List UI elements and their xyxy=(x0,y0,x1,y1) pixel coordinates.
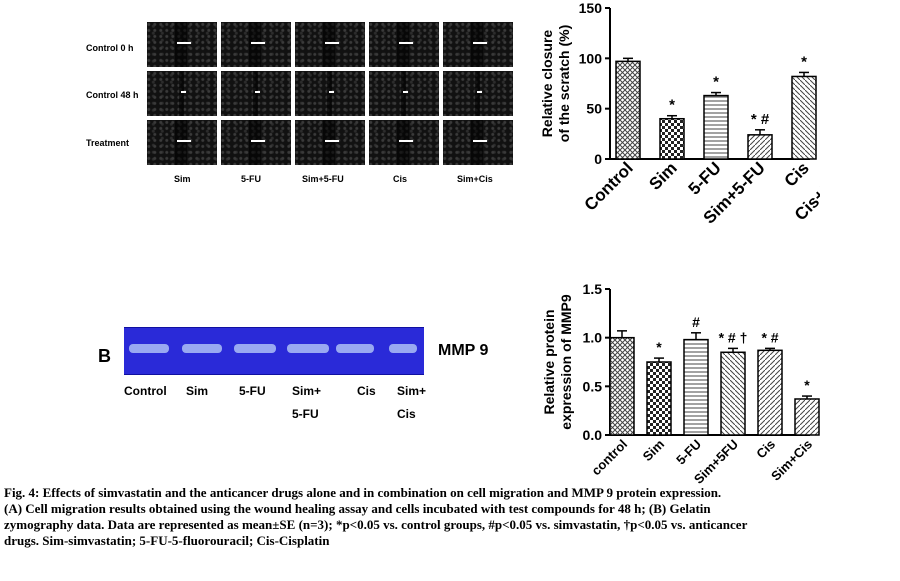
significance-marker: * # † xyxy=(719,329,748,345)
micrograph-tile xyxy=(295,22,365,67)
x-tick-label: Sim xyxy=(645,158,680,193)
micrograph-tile xyxy=(221,71,291,116)
y-tick-label: 50 xyxy=(586,101,602,117)
caption-line: Fig. 4: Effects of simvastatin and the a… xyxy=(4,485,722,500)
row-label-control-0h: Control 0 h xyxy=(86,43,134,53)
micrograph-tile xyxy=(443,71,513,116)
gel-lane-label: 5-FU xyxy=(292,407,319,421)
caption-line: drugs. Sim-simvastatin; 5-FU-5-fluoroura… xyxy=(4,533,330,548)
micrograph-tile xyxy=(295,120,365,165)
gel-lane-label: Control xyxy=(124,384,167,398)
gel-band xyxy=(129,344,169,353)
row-label-control-48h: Control 48 h xyxy=(86,90,139,100)
significance-marker: * xyxy=(656,339,662,355)
gel-band xyxy=(336,344,374,353)
micrograph-tile xyxy=(221,120,291,165)
x-tick-label: 5-FU xyxy=(685,158,725,198)
y-tick-label: 100 xyxy=(579,50,603,66)
col-label-sim-5fu: Sim+5-FU xyxy=(302,174,344,184)
micrograph-tile xyxy=(295,71,365,116)
micrograph-tile xyxy=(147,120,217,165)
col-label-5fu: 5-FU xyxy=(241,174,261,184)
x-tick-label: 5-FU xyxy=(673,437,704,468)
zymography-gel xyxy=(124,327,424,375)
gel-lane-label: Cis xyxy=(397,407,416,421)
gel-marker-label: MMP 9 xyxy=(438,342,489,359)
y-axis-label: of the scratch (%) xyxy=(556,25,572,142)
micrograph-tile xyxy=(443,22,513,67)
significance-marker: * xyxy=(801,53,807,70)
bar xyxy=(791,75,817,160)
bar xyxy=(646,361,672,436)
significance-marker: * xyxy=(804,377,810,393)
significance-marker: * xyxy=(713,74,719,91)
col-label-cis: Cis xyxy=(393,174,408,184)
col-label-sim: Sim xyxy=(174,174,191,184)
gel-lane-label: Sim xyxy=(186,384,209,398)
gel-band xyxy=(234,344,276,353)
gel-band xyxy=(182,344,222,353)
y-tick-label: 1.0 xyxy=(583,330,603,346)
col-label-sim-cis: Sim+Cis xyxy=(457,174,493,184)
gel-lane-label: Cis xyxy=(357,384,376,398)
bar xyxy=(659,117,685,160)
chart-scratch-closure: 0 50 100 150 Relative closure of the scratch … xyxy=(539,0,820,228)
significance-marker: * xyxy=(669,97,675,114)
x-tick-label: Cis xyxy=(781,158,813,190)
y-tick-label: 1.5 xyxy=(583,281,603,297)
y-axis-label: Relative protein xyxy=(541,309,557,414)
micrograph-tile xyxy=(369,120,439,165)
figure-caption: Fig. 4: Effects of simvastatin and the a… xyxy=(4,485,896,549)
chart-mmp9-expression: 0.0 0.5 1.0 1.5 Relative protein expression o… xyxy=(541,281,820,487)
gel-lane-label: 5-FU xyxy=(239,384,266,398)
y-tick-label: 0 xyxy=(594,151,602,167)
significance-marker: * # xyxy=(751,111,770,128)
significance-marker: * # xyxy=(761,329,778,345)
y-tick-label: 150 xyxy=(579,0,603,16)
bar xyxy=(720,351,746,436)
bar xyxy=(615,60,641,160)
bar xyxy=(703,94,729,160)
row-label-treatment: Treatment xyxy=(86,138,130,148)
bar xyxy=(683,338,709,436)
x-tick-label: Sim xyxy=(640,437,667,464)
caption-line: zymography data. Data are represented as… xyxy=(4,517,748,532)
micrograph-tile xyxy=(147,71,217,116)
caption-line: (A) Cell migration results obtained usin… xyxy=(4,501,711,516)
y-tick-label: 0.5 xyxy=(583,378,603,394)
micrograph-grid xyxy=(147,22,513,166)
significance-marker: # xyxy=(692,314,700,330)
x-tick-label: Sim+Cis xyxy=(768,437,815,484)
gel-lane-label: Sim+ xyxy=(397,384,427,398)
bar xyxy=(609,336,635,436)
gel-band xyxy=(389,344,417,353)
gel-lane-label: Sim+ xyxy=(292,384,322,398)
gel-band xyxy=(287,344,329,353)
y-axis-label: expression of MMP9 xyxy=(558,294,574,430)
panel-b-label: B xyxy=(98,346,111,366)
x-tick-label: Control xyxy=(581,158,637,214)
micrograph-tile xyxy=(221,22,291,67)
x-tick-label: Cis xyxy=(753,437,778,462)
y-tick-label: 0.0 xyxy=(583,427,603,443)
bar xyxy=(747,134,773,160)
micrograph-tile xyxy=(443,120,513,165)
micrograph-tile xyxy=(147,22,217,67)
micrograph-tile xyxy=(369,22,439,67)
micrograph-tile xyxy=(369,71,439,116)
y-axis-label: Relative closure xyxy=(539,30,555,138)
bar xyxy=(794,398,820,436)
bar xyxy=(757,349,783,436)
